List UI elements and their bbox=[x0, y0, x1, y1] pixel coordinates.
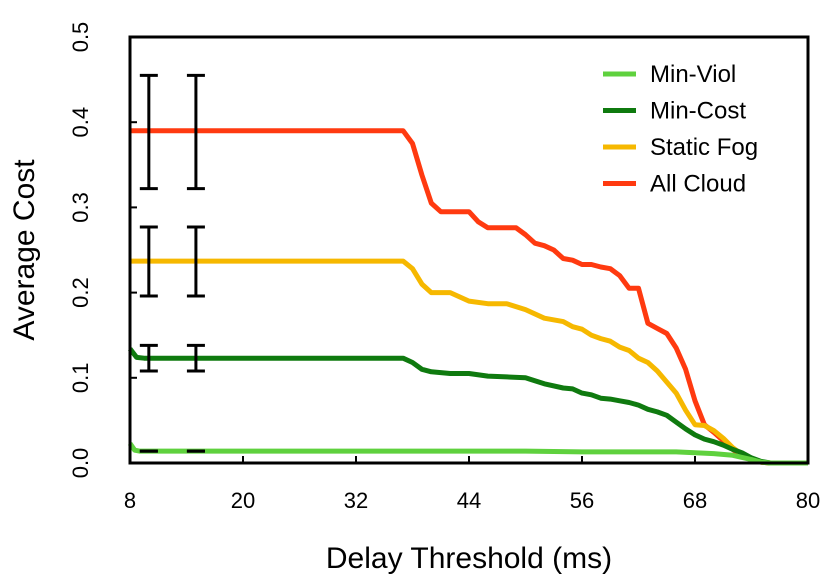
legend-item-static-fog: Static Fog bbox=[603, 134, 758, 161]
error-bar-min-cost bbox=[186, 343, 205, 373]
y-tick-label: 0.1 bbox=[68, 363, 93, 394]
legend-item-all-cloud: All Cloud bbox=[603, 171, 746, 198]
x-tick-label: 44 bbox=[457, 488, 481, 513]
legend-item-min-viol: Min-Viol bbox=[603, 61, 736, 88]
y-tick-label: 0.5 bbox=[68, 22, 93, 53]
y-tick-label: 0.3 bbox=[68, 192, 93, 223]
error-bar-all-cloud bbox=[186, 73, 205, 191]
y-axis-ticks: 0.0 0.1 0.2 0.3 0.4 0.5 bbox=[68, 22, 137, 479]
x-axis-ticks: 8 20 32 44 56 68 80 bbox=[124, 456, 820, 513]
error-bar-static-fog bbox=[139, 225, 158, 298]
series-layer bbox=[127, 128, 808, 466]
x-tick-label: 80 bbox=[796, 488, 820, 513]
x-tick-label: 68 bbox=[683, 488, 707, 513]
legend-label: Static Fog bbox=[650, 134, 758, 161]
error-bar-layer bbox=[139, 73, 205, 453]
error-bar-min-cost bbox=[139, 343, 158, 373]
x-axis-title: Delay Threshold (ms) bbox=[326, 542, 612, 575]
error-bar-static-fog bbox=[186, 225, 205, 298]
legend-label: Min-Cost bbox=[650, 98, 746, 125]
error-bar-all-cloud bbox=[139, 73, 158, 191]
y-tick-label: 0.2 bbox=[68, 277, 93, 308]
x-tick-label: 8 bbox=[124, 488, 136, 513]
legend-label: All Cloud bbox=[650, 171, 746, 198]
series-line-min-cost bbox=[128, 347, 808, 466]
y-tick-label: 0.4 bbox=[68, 107, 93, 138]
y-tick-label: 0.0 bbox=[68, 448, 93, 479]
legend-item-min-cost: Min-Cost bbox=[603, 98, 746, 125]
x-tick-label: 20 bbox=[231, 488, 255, 513]
x-tick-label: 32 bbox=[344, 488, 368, 513]
legend-label: Min-Viol bbox=[650, 61, 736, 88]
x-tick-label: 56 bbox=[570, 488, 594, 513]
legend: Min-Viol Min-Cost Static Fog All Cloud bbox=[603, 61, 758, 198]
y-axis-title: Average Cost bbox=[8, 159, 41, 341]
